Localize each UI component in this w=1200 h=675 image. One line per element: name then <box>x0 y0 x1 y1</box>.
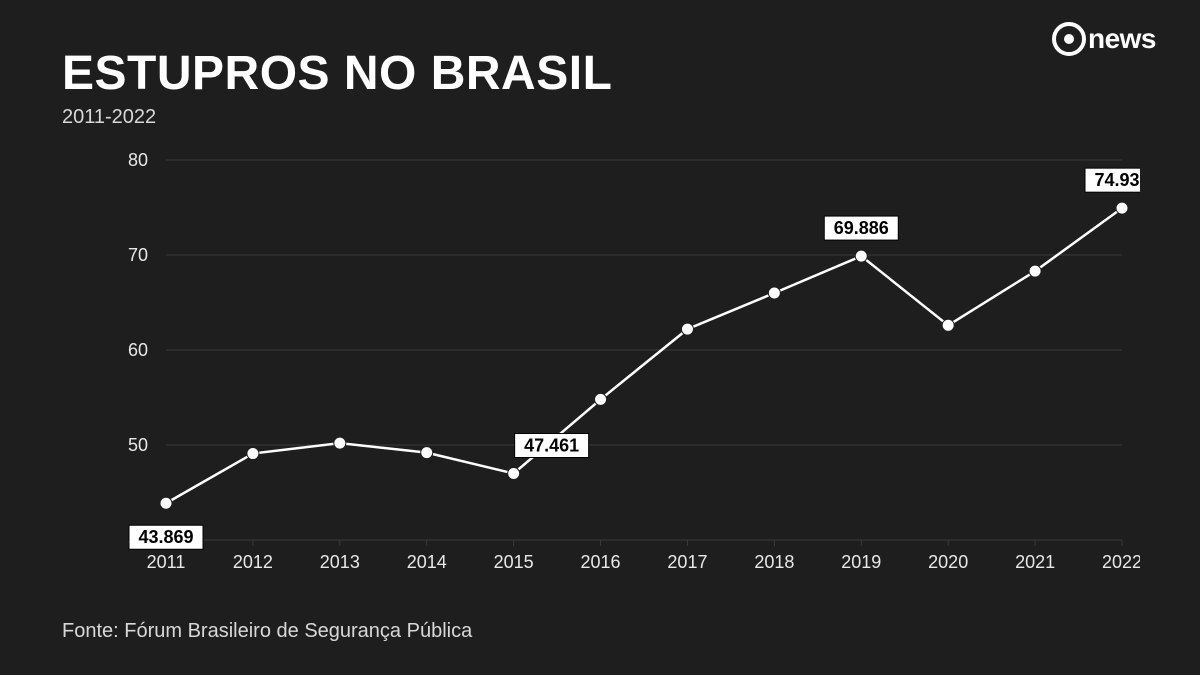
y-tick-label: 80 <box>128 150 148 170</box>
x-tick-label: 2011 <box>147 552 186 572</box>
x-tick-label: 2021 <box>1015 552 1055 572</box>
y-tick-label: 50 <box>128 435 148 455</box>
globo-circle-icon <box>1052 22 1086 56</box>
line-chart: 4050607080201120122013201420152016201720… <box>62 136 1140 596</box>
chart-svg: 4050607080201120122013201420152016201720… <box>62 136 1140 596</box>
logo-text: news <box>1088 23 1156 55</box>
y-tick-label: 60 <box>128 340 148 360</box>
x-tick-label: 2014 <box>407 552 447 572</box>
source-text: Fonte: Fórum Brasileiro de Segurança Púb… <box>62 620 472 643</box>
data-point <box>334 437 346 449</box>
page-subtitle: 2011-2022 <box>62 106 156 129</box>
x-tick-label: 2015 <box>494 552 534 572</box>
x-tick-label: 2018 <box>754 552 794 572</box>
data-point <box>421 447 433 459</box>
data-point <box>508 468 520 480</box>
data-point <box>595 393 607 405</box>
data-label-text: 47.461 <box>524 435 579 455</box>
data-label-text: 43.869 <box>138 527 193 547</box>
data-point <box>160 497 172 509</box>
x-tick-label: 2017 <box>667 552 707 572</box>
data-point <box>1116 202 1128 214</box>
data-point <box>768 287 780 299</box>
x-tick-label: 2022 <box>1102 552 1140 572</box>
x-tick-label: 2012 <box>233 552 273 572</box>
data-point <box>942 319 954 331</box>
x-tick-label: 2016 <box>581 552 621 572</box>
x-tick-label: 2019 <box>841 552 881 572</box>
data-label-text: 69.886 <box>834 218 889 238</box>
data-point <box>681 323 693 335</box>
data-point <box>1029 265 1041 277</box>
channel-logo: news <box>1052 22 1156 56</box>
data-point <box>855 250 867 262</box>
x-tick-label: 2013 <box>320 552 360 572</box>
data-label-text: 74.930 <box>1094 170 1140 190</box>
x-tick-label: 2020 <box>928 552 968 572</box>
page-title: ESTUPROS NO BRASIL <box>62 46 612 101</box>
y-tick-label: 70 <box>128 245 148 265</box>
data-point <box>247 448 259 460</box>
data-line <box>166 208 1122 503</box>
